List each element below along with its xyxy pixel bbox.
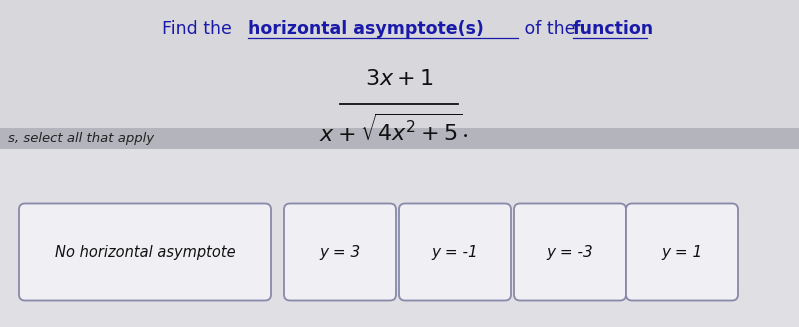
Text: y = -3: y = -3 [547, 245, 594, 260]
Text: No horizontal asymptote: No horizontal asymptote [54, 245, 236, 260]
FancyBboxPatch shape [284, 203, 396, 301]
Text: $3x+1$: $3x+1$ [364, 68, 433, 90]
Text: Find the: Find the [162, 20, 237, 38]
Text: of the: of the [519, 20, 581, 38]
Text: y = 1: y = 1 [662, 245, 702, 260]
FancyBboxPatch shape [514, 203, 626, 301]
Bar [0, 149, 799, 327]
Bar [0, 128, 799, 149]
FancyBboxPatch shape [19, 203, 271, 301]
Text: y = -1: y = -1 [431, 245, 479, 260]
Text: y = 3: y = 3 [320, 245, 360, 260]
FancyBboxPatch shape [626, 203, 738, 301]
Text: function: function [573, 20, 654, 38]
Bar [0, 0, 799, 128]
FancyBboxPatch shape [399, 203, 511, 301]
Text: horizontal asymptote(s): horizontal asymptote(s) [248, 20, 484, 38]
Text: $x+\sqrt{4x^2+5}$: $x+\sqrt{4x^2+5}$ [319, 115, 463, 147]
Text: .: . [462, 120, 469, 142]
Text: s, select all that apply: s, select all that apply [8, 132, 154, 145]
